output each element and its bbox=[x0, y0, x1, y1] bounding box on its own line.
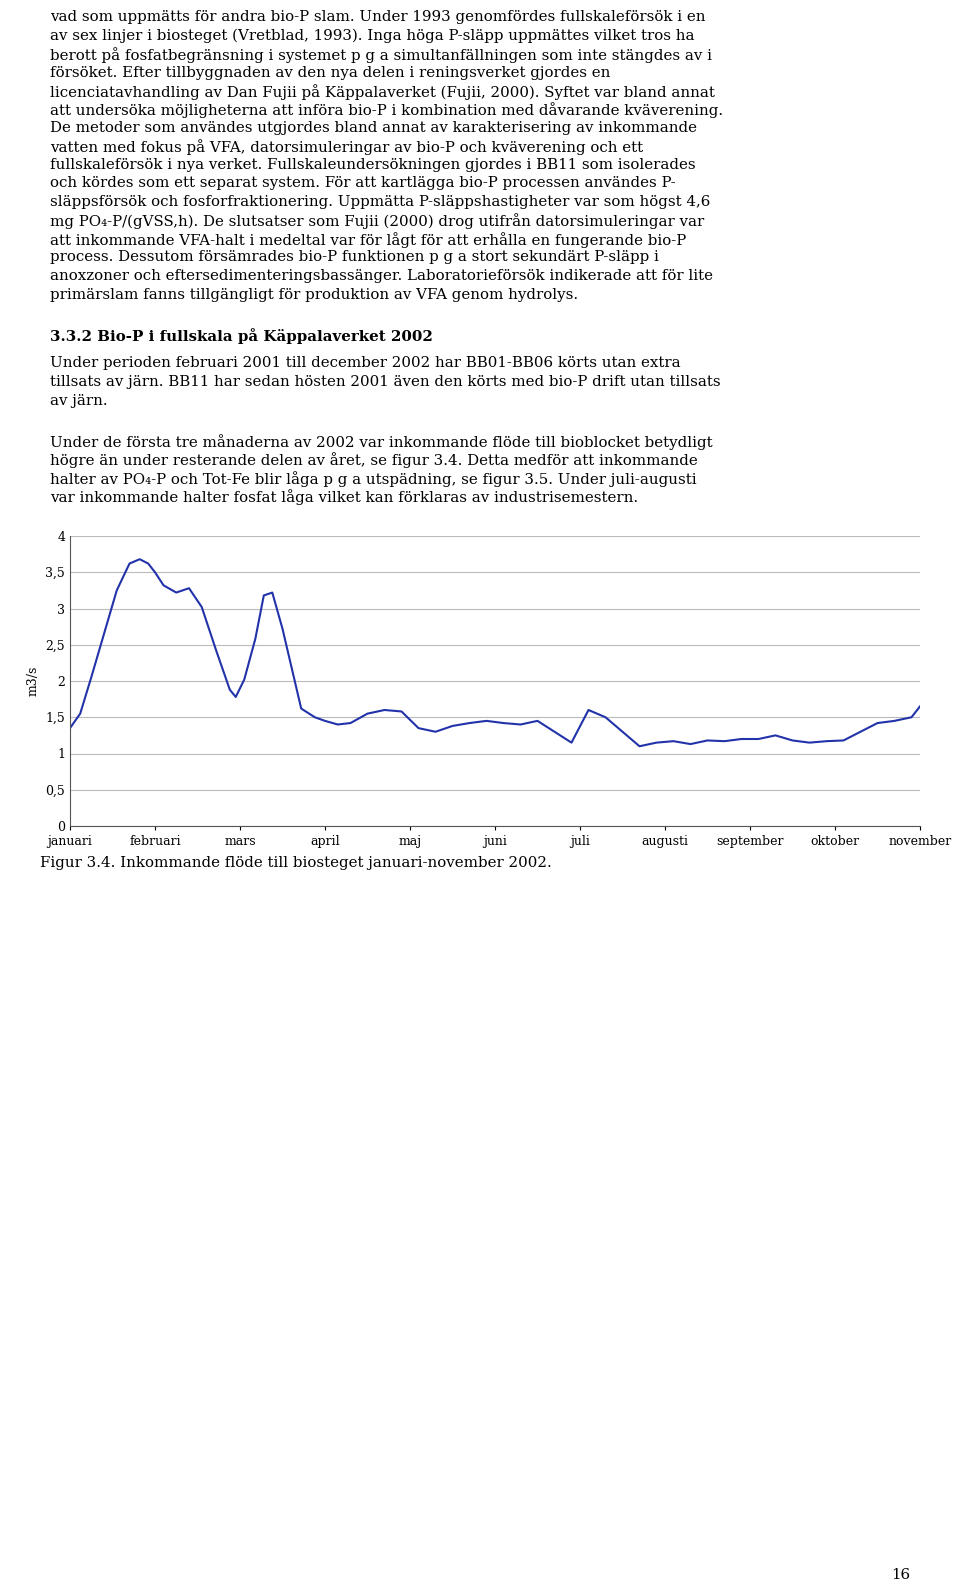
Text: högre än under resterande delen av året, se figur 3.4. Detta medför att inkomman: högre än under resterande delen av året,… bbox=[50, 453, 698, 469]
Text: anoxzoner och eftersedimenteringsbassänger. Laboratorieförsök indikerade att för: anoxzoner och eftersedimenteringsbassäng… bbox=[50, 269, 713, 283]
Text: fullskaleförsök i nya verket. Fullskaleundersökningen gjordes i BB11 som isolera: fullskaleförsök i nya verket. Fullskaleu… bbox=[50, 157, 696, 172]
Text: Under perioden februari 2001 till december 2002 har BB01-BB06 körts utan extra: Under perioden februari 2001 till decemb… bbox=[50, 356, 681, 370]
Text: och kördes som ett separat system. För att kartlägga bio-P processen användes P-: och kördes som ett separat system. För a… bbox=[50, 176, 676, 191]
Text: att inkommande VFA-halt i medeltal var för lågt för att erhålla en fungerande bi: att inkommande VFA-halt i medeltal var f… bbox=[50, 232, 686, 248]
Text: 16: 16 bbox=[891, 1568, 910, 1582]
Text: licenciatavhandling av Dan Fujii på Käppalaverket (Fujii, 2000). Syftet var blan: licenciatavhandling av Dan Fujii på Käpp… bbox=[50, 84, 715, 100]
Text: försöket. Efter tillbyggnaden av den nya delen i reningsverket gjordes en: försöket. Efter tillbyggnaden av den nya… bbox=[50, 65, 611, 80]
Text: berott på fosfatbegränsning i systemet p g a simultanfällningen som inte stängde: berott på fosfatbegränsning i systemet p… bbox=[50, 48, 712, 64]
Text: primärslam fanns tillgängligt för produktion av VFA genom hydrolys.: primärslam fanns tillgängligt för produk… bbox=[50, 288, 578, 302]
Text: vad som uppmätts för andra bio-P slam. Under 1993 genomfördes fullskaleförsök i : vad som uppmätts för andra bio-P slam. U… bbox=[50, 10, 706, 24]
Text: Figur 3.4. Inkommande flöde till biosteget januari-november 2002.: Figur 3.4. Inkommande flöde till biosteg… bbox=[40, 855, 552, 870]
Text: halter av PO₄-P och Tot-Fe blir låga p g a utspädning, se figur 3.5. Under juli-: halter av PO₄-P och Tot-Fe blir låga p g… bbox=[50, 471, 697, 487]
Text: tillsats av järn. BB11 har sedan hösten 2001 även den körts med bio-P drift utan: tillsats av järn. BB11 har sedan hösten … bbox=[50, 375, 721, 390]
Text: 3.3.2 Bio-P i fullskala på Käppalaverket 2002: 3.3.2 Bio-P i fullskala på Käppalaverket… bbox=[50, 328, 433, 343]
Text: Under de första tre månaderna av 2002 var inkommande flöde till bioblocket betyd: Under de första tre månaderna av 2002 va… bbox=[50, 434, 712, 450]
Text: mg PO₄-P/(gVSS,h). De slutsatser som Fujii (2000) drog utifrån datorsimuleringar: mg PO₄-P/(gVSS,h). De slutsatser som Fuj… bbox=[50, 213, 705, 229]
Text: vatten med fokus på VFA, datorsimuleringar av bio-P och kväverening och ett: vatten med fokus på VFA, datorsimulering… bbox=[50, 140, 643, 156]
Text: att undersöka möjligheterna att införa bio-P i kombination med dåvarande kvävere: att undersöka möjligheterna att införa b… bbox=[50, 102, 723, 118]
Text: av järn.: av järn. bbox=[50, 393, 108, 407]
Text: av sex linjer i biosteget (Vretblad, 1993). Inga höga P-släpp uppmättes vilket t: av sex linjer i biosteget (Vretblad, 199… bbox=[50, 29, 694, 43]
Text: var inkommande halter fosfat låga vilket kan förklaras av industrisemestern.: var inkommande halter fosfat låga vilket… bbox=[50, 490, 638, 506]
Y-axis label: m3/s: m3/s bbox=[27, 666, 39, 696]
Text: De metoder som användes utgjordes bland annat av karakterisering av inkommande: De metoder som användes utgjordes bland … bbox=[50, 121, 697, 135]
Text: släppsförsök och fosforfraktionering. Uppmätta P-släppshastigheter var som högst: släppsförsök och fosforfraktionering. Up… bbox=[50, 196, 710, 208]
Text: process. Dessutom försämrades bio-P funktionen p g a stort sekundärt P-släpp i: process. Dessutom försämrades bio-P funk… bbox=[50, 251, 659, 264]
